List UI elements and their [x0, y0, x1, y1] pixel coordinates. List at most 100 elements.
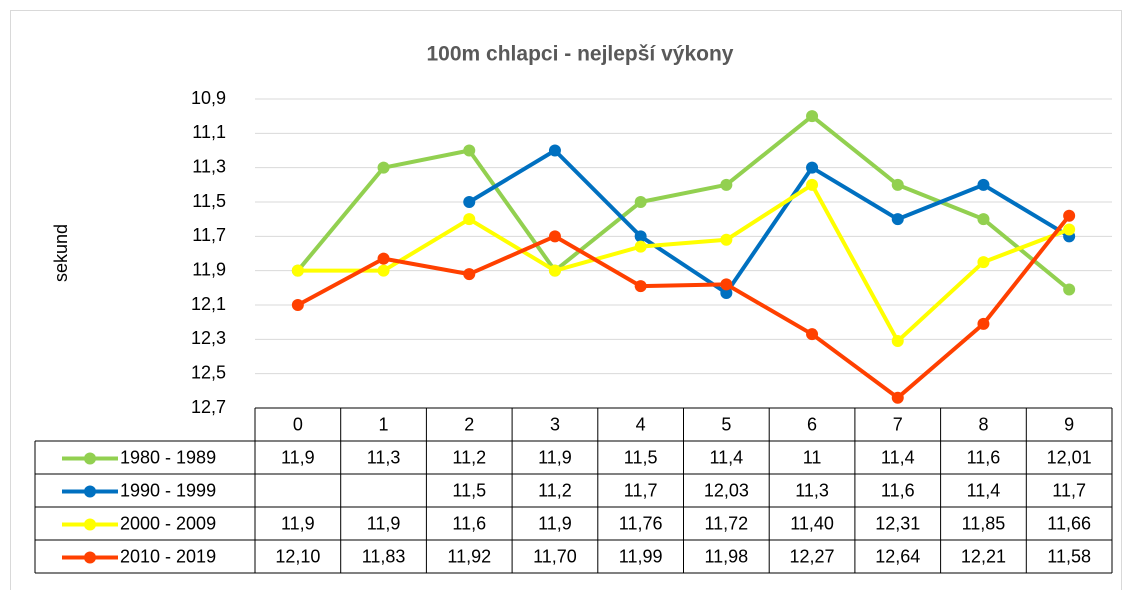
table-value: 11,2 [452, 447, 486, 467]
table-value: 12,10 [275, 546, 320, 566]
marker [548, 264, 561, 277]
series-line [297, 182, 1070, 344]
marker [291, 264, 304, 277]
x-tick-label: 4 [636, 414, 646, 434]
table-value: 11,9 [538, 447, 572, 467]
series-line [468, 148, 1071, 295]
y-tick-label: 12,7 [191, 397, 226, 417]
marker [377, 252, 390, 265]
marker [634, 196, 647, 208]
table-value: 12,64 [875, 546, 920, 566]
table-value: 11,6 [967, 447, 1001, 467]
marker [548, 144, 561, 157]
marker [891, 178, 904, 191]
x-tick-label: 1 [379, 414, 389, 434]
table-value: 12,27 [790, 546, 835, 566]
legend-marker [84, 551, 96, 564]
marker [806, 178, 819, 191]
marker [720, 278, 733, 291]
table-value: 11,3 [367, 447, 401, 467]
y-tick-label: 11,9 [192, 259, 226, 279]
table-value: 11,92 [447, 546, 491, 566]
marker [377, 264, 390, 277]
table-value: 11,66 [1047, 513, 1091, 533]
x-tick-label: 8 [978, 414, 988, 434]
x-tick-label: 3 [550, 414, 560, 434]
y-tick-label: 11,1 [192, 122, 226, 142]
table-value: 11,3 [795, 480, 829, 500]
marker [463, 213, 476, 226]
legend-label: 2000 - 2009 [120, 513, 216, 533]
table-value: 11,6 [452, 513, 486, 533]
table-value: 11,76 [619, 513, 663, 533]
marker [634, 280, 647, 293]
x-tick-label: 5 [721, 414, 731, 434]
table-value: 11,4 [709, 447, 743, 467]
marker [891, 213, 904, 226]
table-value: 11,72 [704, 513, 748, 533]
table-value: 11,5 [452, 480, 486, 500]
marker [634, 240, 647, 253]
table-value: 11,40 [790, 513, 834, 533]
marker [720, 286, 733, 299]
marker [463, 196, 476, 208]
marker [463, 268, 476, 281]
table-value: 11,5 [624, 447, 658, 467]
marker [891, 335, 904, 348]
table-value: 11,58 [1047, 546, 1091, 566]
y-tick-label: 11,3 [192, 156, 226, 176]
x-tick-label: 9 [1064, 414, 1074, 434]
x-tick-label: 7 [893, 414, 903, 434]
marker [977, 256, 990, 269]
marker [634, 230, 647, 243]
marker [806, 328, 819, 341]
table-value: 11,7 [1052, 480, 1086, 500]
table-value: 11,99 [619, 546, 663, 566]
table-value: 11,9 [367, 513, 401, 533]
marker [463, 144, 476, 157]
legend-label: 2010 - 2019 [120, 546, 216, 566]
legend-label: 1990 - 1999 [120, 480, 216, 500]
marker [1063, 283, 1076, 296]
marker [1063, 209, 1076, 222]
marker [377, 161, 390, 174]
y-tick-label: 12,5 [191, 362, 226, 382]
marker [1063, 223, 1076, 236]
marker [977, 213, 990, 226]
chart-border [10, 10, 1122, 590]
legend-marker [84, 452, 96, 465]
x-tick-label: 2 [464, 414, 474, 434]
table-value: 12,21 [961, 546, 1006, 566]
legend-marker [84, 485, 96, 498]
y-tick-label: 12,1 [191, 294, 226, 314]
table-value: 11,4 [967, 480, 1001, 500]
marker [806, 161, 819, 174]
table-value: 11,4 [881, 447, 915, 467]
chart-title: 100m chlapci - nejlepší výkony [427, 43, 734, 66]
table-value: 12,01 [1047, 447, 1092, 467]
x-tick-label: 6 [807, 414, 817, 434]
marker [977, 178, 990, 191]
y-tick-label: 11,7 [192, 225, 226, 245]
marker [291, 299, 304, 311]
table-value: 12,03 [704, 480, 749, 500]
y-axis-label: sekund [51, 224, 71, 282]
table-value: 11,9 [281, 513, 315, 533]
marker [548, 230, 561, 243]
y-tick-label: 11,5 [192, 191, 226, 211]
table-value: 11 [803, 447, 822, 467]
table-value: 11,9 [281, 447, 315, 467]
marker [720, 233, 733, 246]
table-value: 11,85 [962, 513, 1006, 533]
table-value: 11,83 [362, 546, 406, 566]
table-value: 11,2 [538, 480, 572, 500]
x-tick-label: 0 [293, 414, 303, 434]
marker [806, 110, 819, 123]
legend-label: 1980 - 1989 [120, 447, 216, 467]
marker [891, 391, 904, 404]
marker [977, 317, 990, 330]
table-value: 11,7 [624, 480, 658, 500]
table-value: 11,9 [538, 513, 572, 533]
table-value: 11,98 [704, 546, 748, 566]
